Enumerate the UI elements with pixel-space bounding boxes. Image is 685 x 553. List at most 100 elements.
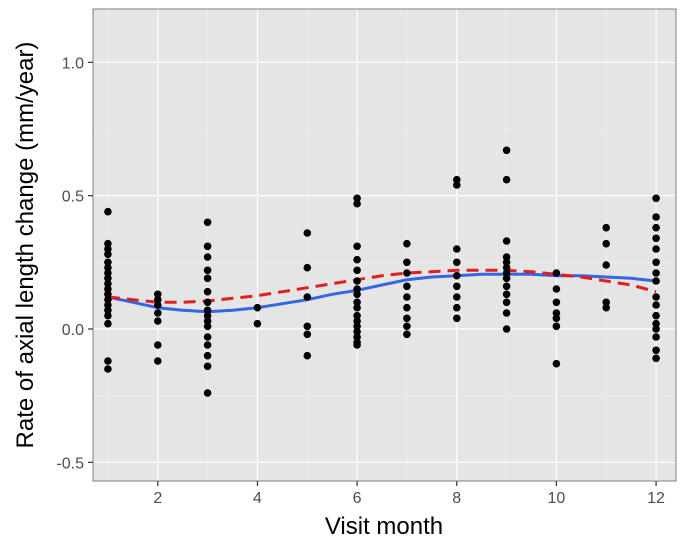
data-point bbox=[104, 250, 112, 259]
grid-major bbox=[93, 9, 676, 481]
data-point bbox=[453, 303, 461, 312]
data-point bbox=[552, 298, 561, 307]
data-point bbox=[602, 261, 610, 269]
data-point bbox=[104, 301, 112, 309]
y-tick-label: 0.5 bbox=[62, 189, 84, 206]
data-point bbox=[303, 229, 312, 237]
data-point bbox=[203, 298, 212, 307]
data-point bbox=[652, 277, 660, 285]
data-point bbox=[453, 245, 461, 253]
data-point bbox=[502, 282, 511, 291]
x-tick-label: 12 bbox=[647, 490, 665, 507]
data-point bbox=[502, 274, 511, 283]
data-point bbox=[154, 301, 162, 309]
data-point bbox=[552, 314, 561, 323]
data-point bbox=[453, 293, 461, 301]
data-point bbox=[303, 351, 312, 360]
data-point bbox=[353, 194, 361, 203]
data-point bbox=[652, 354, 660, 363]
data-point bbox=[552, 285, 561, 293]
data-point bbox=[104, 258, 112, 267]
data-point bbox=[403, 282, 411, 291]
data-point bbox=[403, 303, 411, 312]
data-point bbox=[502, 269, 511, 277]
data-point bbox=[652, 319, 660, 328]
data-point bbox=[303, 293, 312, 301]
data-point bbox=[203, 253, 212, 261]
data-point bbox=[652, 293, 660, 301]
y-tick-label: 1.0 bbox=[62, 55, 84, 72]
data-point bbox=[104, 285, 112, 293]
data-point bbox=[253, 303, 262, 312]
x-axis: 2 4 6 8 10 12 bbox=[153, 481, 665, 507]
data-point bbox=[353, 311, 361, 320]
data-point bbox=[502, 258, 511, 267]
data-point bbox=[453, 271, 461, 280]
data-point bbox=[353, 266, 361, 275]
data-point bbox=[203, 311, 212, 320]
data-point bbox=[203, 351, 212, 360]
data-point bbox=[203, 218, 212, 227]
x-tick-label: 8 bbox=[452, 490, 461, 507]
data-point bbox=[502, 263, 511, 272]
data-point bbox=[203, 287, 212, 296]
data-point bbox=[502, 175, 511, 184]
data-point bbox=[652, 269, 660, 277]
data-point bbox=[203, 306, 212, 315]
data-point bbox=[502, 146, 511, 155]
data-point bbox=[353, 255, 361, 264]
data-point bbox=[154, 341, 162, 349]
data-point bbox=[203, 274, 212, 283]
data-point bbox=[104, 311, 112, 320]
data-point bbox=[602, 223, 610, 232]
data-point bbox=[104, 290, 112, 299]
data-point bbox=[353, 322, 361, 331]
x-tick-label: 6 bbox=[353, 490, 362, 507]
data-point bbox=[203, 242, 212, 251]
data-point bbox=[203, 333, 212, 341]
data-point bbox=[353, 303, 361, 312]
data-point bbox=[652, 301, 660, 309]
data-point bbox=[652, 325, 660, 333]
data-point bbox=[502, 309, 511, 317]
dashed-fit-line bbox=[107, 268, 657, 304]
data-point bbox=[104, 239, 112, 248]
data-point bbox=[353, 341, 361, 349]
y-axis: -0.5 0.0 0.5 1.0 bbox=[56, 55, 93, 472]
data-point bbox=[104, 269, 112, 277]
data-point bbox=[154, 290, 162, 299]
data-point bbox=[353, 327, 361, 336]
data-point bbox=[403, 314, 411, 323]
y-tick-label: -0.5 bbox=[56, 455, 84, 472]
data-point bbox=[552, 359, 561, 368]
data-point bbox=[104, 263, 112, 272]
data-point bbox=[154, 357, 162, 365]
data-point bbox=[104, 207, 112, 216]
data-point bbox=[552, 269, 561, 277]
data-point bbox=[203, 317, 212, 325]
data-point bbox=[502, 290, 511, 299]
data-point bbox=[203, 362, 212, 371]
data-point bbox=[303, 263, 312, 272]
data-point bbox=[353, 333, 361, 341]
data-point bbox=[652, 194, 660, 203]
data-point bbox=[502, 237, 511, 245]
data-point bbox=[652, 258, 660, 267]
data-point bbox=[104, 274, 112, 283]
data-point bbox=[652, 311, 660, 320]
data-point bbox=[403, 322, 411, 331]
data-point bbox=[453, 282, 461, 291]
data-point bbox=[353, 277, 361, 285]
data-point bbox=[403, 330, 411, 339]
y-axis-title: Rate of axial length change (mm/year) bbox=[12, 42, 39, 449]
x-tick-label: 4 bbox=[253, 490, 262, 507]
data-point bbox=[104, 245, 112, 253]
data-point bbox=[203, 266, 212, 275]
data-point bbox=[453, 314, 461, 323]
x-tick-label: 2 bbox=[153, 490, 162, 507]
data-point bbox=[602, 239, 610, 248]
data-point bbox=[453, 175, 461, 184]
data-point bbox=[453, 181, 461, 189]
data-point bbox=[154, 295, 162, 304]
